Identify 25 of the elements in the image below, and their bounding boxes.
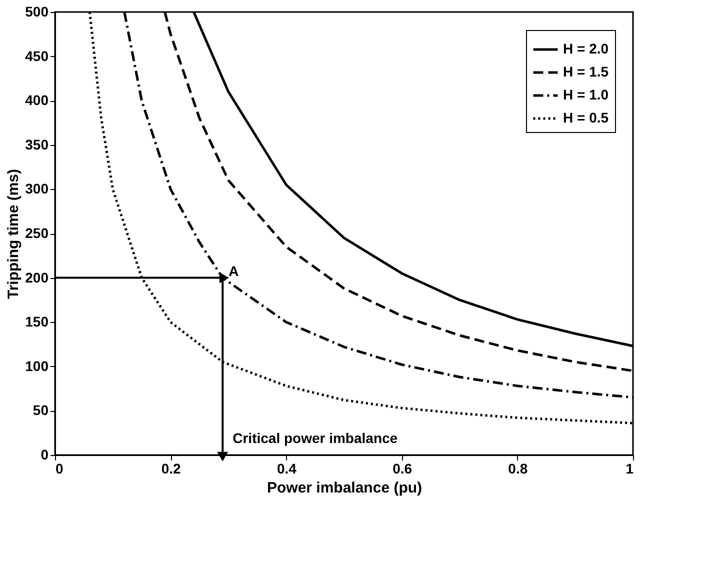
annotation: A: [228, 262, 239, 279]
legend-label: H = 1.5: [563, 64, 609, 80]
legend-label: H = 2.0: [563, 40, 609, 56]
y-tick-label: 300: [25, 180, 49, 197]
x-axis-title: Power imbalance (pu): [266, 480, 422, 496]
y-tick-label: 250: [25, 225, 49, 241]
annotation: Critical power imbalance: [232, 430, 398, 446]
y-tick-label: 150: [25, 314, 49, 330]
x-tick-label: 1: [626, 460, 634, 476]
x-tick-label: 0.4: [276, 460, 297, 476]
y-axis-title: Tripping time (ms): [5, 168, 22, 300]
legend-label: H = 0.5: [563, 110, 609, 126]
y-tick-label: 200: [25, 269, 49, 286]
x-tick-label: 0.6: [392, 460, 412, 476]
x-tick-label: 0.8: [508, 460, 528, 476]
y-tick-label: 400: [25, 92, 49, 108]
y-tick-label: 350: [25, 136, 49, 152]
y-tick-label: 100: [25, 358, 49, 374]
y-tick-label: 500: [25, 4, 49, 20]
y-tick-label: 0: [40, 446, 49, 462]
y-tick-label: 450: [25, 48, 49, 64]
y-tick-label: 50: [32, 402, 49, 418]
x-tick-label: 0: [56, 460, 64, 476]
x-tick-label: 0.2: [161, 460, 182, 476]
legend-label: H = 1.0: [563, 86, 609, 102]
